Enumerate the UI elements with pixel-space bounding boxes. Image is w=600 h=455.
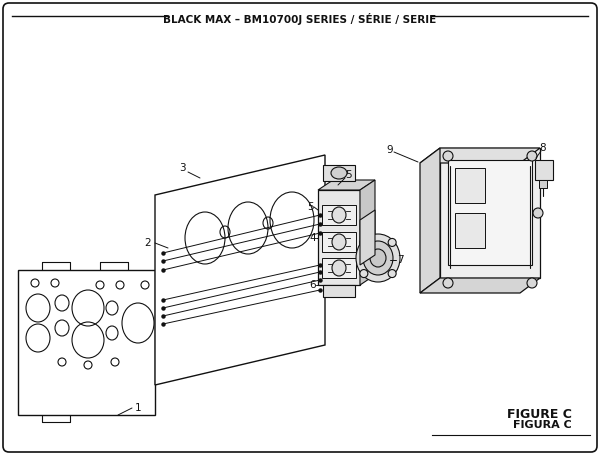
FancyBboxPatch shape bbox=[3, 3, 597, 452]
Ellipse shape bbox=[443, 151, 453, 161]
Bar bbox=[539, 180, 547, 188]
Polygon shape bbox=[420, 148, 540, 163]
Bar bbox=[455, 213, 485, 248]
Ellipse shape bbox=[443, 278, 453, 288]
Ellipse shape bbox=[356, 234, 400, 282]
Text: 5: 5 bbox=[344, 170, 352, 180]
Bar bbox=[322, 205, 356, 225]
Text: 8: 8 bbox=[539, 143, 547, 153]
Text: 7: 7 bbox=[397, 255, 403, 265]
Polygon shape bbox=[18, 270, 155, 415]
Text: BLACK MAX – BM10700J SERIES / SÉRIE / SERIE: BLACK MAX – BM10700J SERIES / SÉRIE / SE… bbox=[163, 13, 437, 25]
Text: 6: 6 bbox=[310, 280, 316, 290]
Text: 2: 2 bbox=[145, 238, 151, 248]
Bar bbox=[322, 258, 356, 278]
Bar bbox=[322, 232, 356, 252]
Ellipse shape bbox=[388, 238, 396, 247]
Ellipse shape bbox=[370, 249, 386, 267]
Text: 3: 3 bbox=[179, 163, 185, 173]
Ellipse shape bbox=[360, 269, 368, 278]
Ellipse shape bbox=[527, 278, 537, 288]
Polygon shape bbox=[420, 148, 440, 293]
Ellipse shape bbox=[363, 241, 393, 275]
Polygon shape bbox=[420, 278, 540, 293]
Polygon shape bbox=[155, 155, 325, 385]
Bar bbox=[323, 165, 355, 181]
Polygon shape bbox=[360, 180, 375, 285]
Text: FIGURE C: FIGURE C bbox=[507, 408, 572, 421]
Ellipse shape bbox=[332, 234, 346, 250]
Ellipse shape bbox=[527, 151, 537, 161]
Text: 5: 5 bbox=[307, 202, 313, 212]
Bar bbox=[448, 160, 532, 265]
Bar bbox=[318, 190, 360, 285]
Bar bbox=[535, 160, 553, 180]
Bar bbox=[323, 285, 355, 297]
Ellipse shape bbox=[331, 167, 347, 179]
Ellipse shape bbox=[332, 207, 346, 223]
Polygon shape bbox=[318, 180, 375, 190]
Ellipse shape bbox=[388, 269, 396, 278]
Polygon shape bbox=[440, 148, 540, 278]
Text: FIGURA C: FIGURA C bbox=[513, 420, 572, 430]
Polygon shape bbox=[360, 210, 375, 265]
Ellipse shape bbox=[360, 238, 368, 247]
Text: 1: 1 bbox=[134, 403, 142, 413]
Bar bbox=[455, 168, 485, 203]
Text: 9: 9 bbox=[386, 145, 394, 155]
Text: 4: 4 bbox=[310, 233, 316, 243]
Ellipse shape bbox=[533, 208, 543, 218]
Ellipse shape bbox=[332, 260, 346, 276]
